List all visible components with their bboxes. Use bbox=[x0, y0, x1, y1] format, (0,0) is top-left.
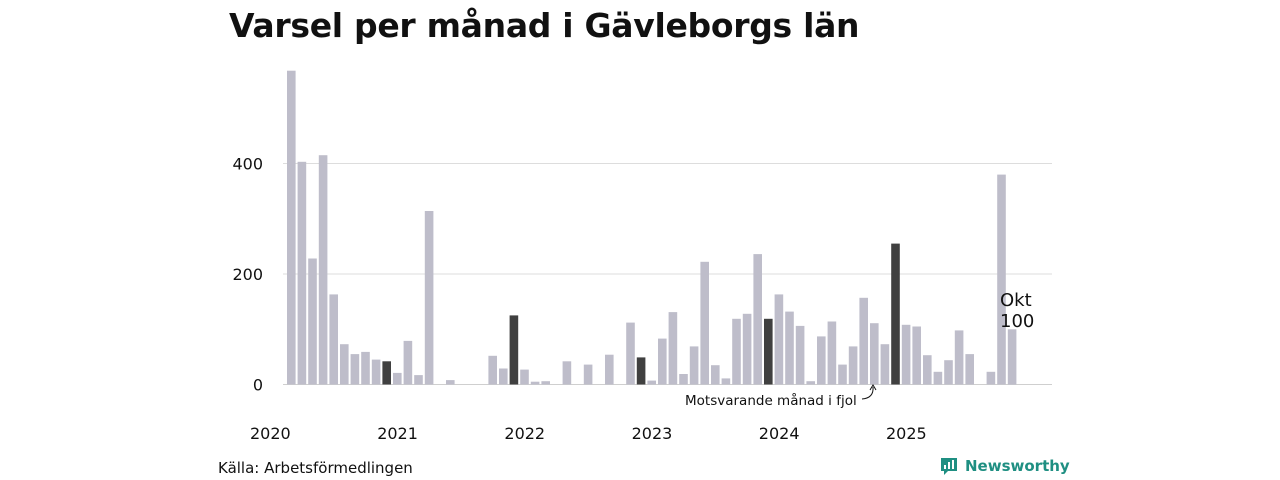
bar bbox=[318, 155, 328, 385]
x-tick-label: 2025 bbox=[886, 424, 927, 443]
bar bbox=[933, 371, 943, 385]
bar bbox=[605, 354, 614, 385]
bar bbox=[403, 340, 413, 385]
newsworthy-logo-icon bbox=[941, 458, 957, 475]
bar bbox=[626, 322, 635, 385]
bar bbox=[742, 313, 752, 385]
bar bbox=[647, 380, 656, 385]
bar bbox=[287, 70, 296, 385]
x-tick-label: 2024 bbox=[759, 424, 800, 443]
bar bbox=[764, 318, 773, 385]
annotation-arrow bbox=[861, 386, 874, 400]
chart-title: Varsel per månad i Gävleborgs län bbox=[229, 6, 860, 45]
annotation-label: Motsvarande månad i fjol bbox=[685, 392, 857, 409]
bar bbox=[1007, 329, 1017, 385]
bar bbox=[880, 344, 890, 385]
bar bbox=[340, 344, 349, 385]
bar bbox=[329, 294, 338, 385]
bars bbox=[287, 70, 1017, 385]
y-tick-label: 400 bbox=[232, 155, 263, 174]
bar bbox=[827, 321, 837, 385]
last-value-label: Okt 100 bbox=[1000, 290, 1034, 332]
bar bbox=[488, 355, 497, 385]
bar bbox=[785, 311, 794, 385]
bar bbox=[912, 326, 921, 385]
bar bbox=[965, 354, 974, 385]
bar bbox=[774, 294, 784, 385]
last-value-label-text: 100 bbox=[1000, 311, 1034, 332]
x-tick-label: 2023 bbox=[632, 424, 673, 443]
gridlines bbox=[283, 163, 1052, 385]
bar bbox=[361, 351, 370, 385]
bar bbox=[636, 357, 646, 385]
bar bbox=[414, 375, 423, 385]
bar bbox=[753, 254, 762, 385]
bar bbox=[732, 318, 741, 385]
bar bbox=[520, 369, 529, 385]
bar bbox=[350, 354, 360, 385]
bar bbox=[446, 380, 455, 385]
x-tick-label: 2020 bbox=[250, 424, 291, 443]
bar bbox=[838, 364, 847, 385]
bar bbox=[997, 174, 1006, 385]
bar bbox=[679, 374, 688, 385]
y-tick-label: 0 bbox=[253, 376, 263, 395]
bar bbox=[795, 325, 805, 385]
bar bbox=[901, 324, 911, 385]
y-axis-ticks: 0 200 400 bbox=[232, 155, 263, 395]
bar bbox=[711, 365, 720, 385]
bar bbox=[509, 315, 519, 385]
bar bbox=[583, 364, 593, 385]
brand-name: Newsworthy bbox=[965, 457, 1070, 475]
y-tick-label: 200 bbox=[232, 265, 263, 284]
annotation-arrowhead bbox=[869, 384, 877, 391]
bar bbox=[859, 297, 868, 385]
bar bbox=[382, 361, 391, 385]
bar bbox=[499, 368, 508, 385]
bar bbox=[986, 371, 996, 385]
bar bbox=[806, 381, 815, 385]
bar bbox=[371, 359, 381, 385]
newsworthy-logo[interactable]: Newsworthy bbox=[939, 456, 1070, 476]
bar bbox=[891, 243, 900, 385]
bar bbox=[562, 361, 572, 385]
source-note: Källa: Arbetsförmedlingen bbox=[218, 459, 413, 477]
bar bbox=[393, 372, 402, 385]
bar bbox=[944, 360, 953, 385]
bar bbox=[689, 346, 699, 385]
x-tick-label: 2021 bbox=[377, 424, 418, 443]
bar bbox=[530, 381, 540, 385]
x-tick-label: 2022 bbox=[504, 424, 545, 443]
bar bbox=[424, 211, 434, 385]
bar bbox=[848, 346, 858, 385]
x-axis-ticks: 2020 2021 2022 2023 2024 2025 bbox=[250, 424, 927, 443]
bar bbox=[308, 258, 317, 385]
last-month-label: Okt bbox=[1000, 290, 1032, 311]
bar bbox=[817, 336, 826, 385]
bar bbox=[870, 323, 879, 385]
bar bbox=[954, 330, 964, 385]
bar bbox=[541, 381, 550, 385]
bar bbox=[668, 312, 678, 385]
bar bbox=[700, 261, 709, 385]
bar bbox=[658, 338, 667, 385]
bar bbox=[721, 378, 731, 385]
bar bbox=[923, 355, 932, 385]
same-month-annotation: Motsvarande månad i fjol bbox=[685, 384, 877, 409]
bar bbox=[297, 161, 307, 385]
